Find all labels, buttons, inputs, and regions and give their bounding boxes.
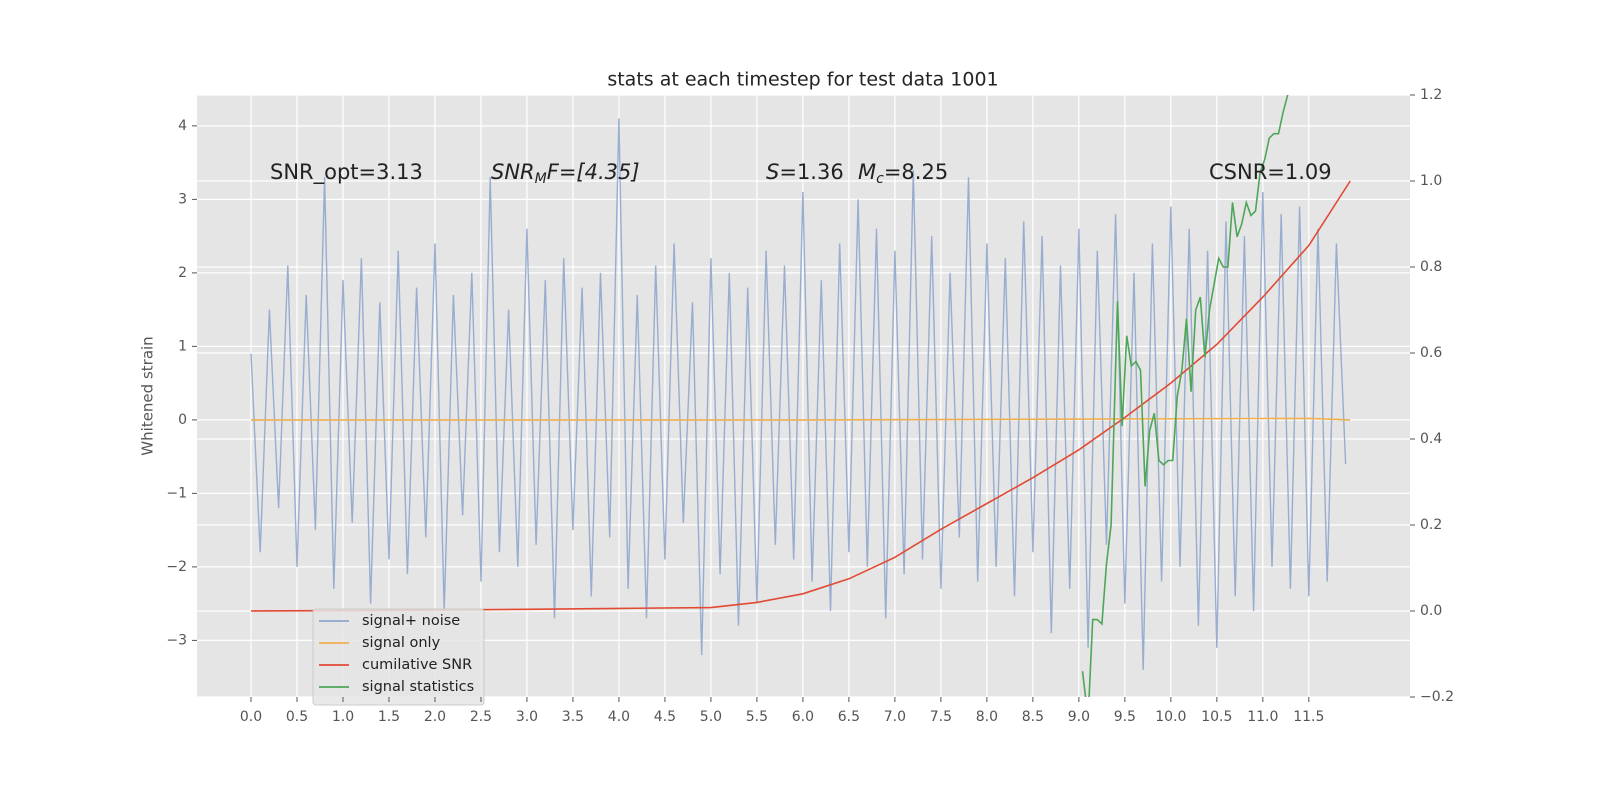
x-tick-label: 5.5 xyxy=(746,709,768,725)
x-tick-label: 8.5 xyxy=(1022,709,1044,725)
x-tick-label: 3.0 xyxy=(516,709,538,725)
y-tick-label: 2 xyxy=(178,265,187,281)
annotation: F=[4.35] xyxy=(547,160,640,184)
x-tick-label: 11.5 xyxy=(1293,709,1324,725)
annotation: =8.25 xyxy=(884,160,948,184)
y-axis-label: Whitened strain xyxy=(139,336,157,455)
annotation: M xyxy=(858,160,876,184)
x-tick-label: 8.0 xyxy=(976,709,998,725)
x-tick-label: 7.5 xyxy=(930,709,952,725)
x-tick-label: 10.0 xyxy=(1155,709,1186,725)
x-tick-label: 5.0 xyxy=(700,709,722,725)
annotation: =1.36 xyxy=(779,160,843,184)
legend-label: signal+ noise xyxy=(362,613,460,629)
legend-label: signal only xyxy=(362,635,441,651)
annotation: Mc=8.25 xyxy=(858,160,948,187)
annotation: S xyxy=(766,160,779,184)
y2-tick-label: 0.8 xyxy=(1420,259,1442,275)
y-tick-label: 4 xyxy=(178,118,187,134)
y-tick-label: 0 xyxy=(178,412,187,428)
x-tick-label: 6.0 xyxy=(792,709,814,725)
x-tick-label: 1.0 xyxy=(332,709,354,725)
y2-tick-label: 1.0 xyxy=(1420,173,1442,189)
x-tick-label: 11.0 xyxy=(1247,709,1278,725)
x-tick-label: 7.0 xyxy=(884,709,906,725)
annotation: SNR xyxy=(491,160,535,184)
series-line xyxy=(250,118,1347,670)
y2-tick-label: 0.6 xyxy=(1420,345,1442,361)
y-tick-label: −2 xyxy=(166,559,187,575)
annotation: M xyxy=(535,171,547,187)
legend-label: cumilative SNR xyxy=(362,657,472,673)
x-tick-label: 2.5 xyxy=(470,709,492,725)
x-tick-label: 2.0 xyxy=(424,709,446,725)
x-tick-label: 9.0 xyxy=(1068,709,1090,725)
y-tick-label: −1 xyxy=(166,485,187,501)
x-tick-label: 3.5 xyxy=(562,709,584,725)
annotation: S=1.36 xyxy=(766,160,844,184)
legend-box xyxy=(312,608,485,706)
x-tick-label: 0.0 xyxy=(240,709,262,725)
legend-label: signal statistics xyxy=(362,679,474,695)
y-tick-label: 1 xyxy=(178,338,187,354)
y2-tick-label: 0.0 xyxy=(1420,603,1442,619)
y2-tick-label: 0.2 xyxy=(1420,517,1442,533)
annotation: SNRMF=[4.35] xyxy=(491,160,640,187)
y-tick-label: 3 xyxy=(178,191,187,207)
series-line xyxy=(251,417,1351,421)
x-tick-label: 10.5 xyxy=(1201,709,1232,725)
y2-tick-label: −0.2 xyxy=(1420,689,1454,705)
x-tick-label: 6.5 xyxy=(838,709,860,725)
y2-tick-label: 0.4 xyxy=(1420,431,1442,447)
annotation: CSNR=1.09 xyxy=(1209,160,1332,184)
series-line xyxy=(1081,95,1289,697)
x-tick-label: 4.0 xyxy=(608,709,630,725)
series-line xyxy=(250,180,1351,612)
annotation: c xyxy=(876,171,884,187)
chart-title: stats at each timestep for test data 100… xyxy=(607,69,998,91)
x-tick-label: 4.5 xyxy=(654,709,676,725)
y2-tick-label: 1.2 xyxy=(1420,87,1442,103)
y-tick-label: −3 xyxy=(166,632,187,648)
x-tick-label: 1.5 xyxy=(378,709,400,725)
annotation: SNR_opt=3.13 xyxy=(270,160,423,185)
x-tick-label: 0.5 xyxy=(286,709,308,725)
x-tick-label: 9.5 xyxy=(1114,709,1136,725)
